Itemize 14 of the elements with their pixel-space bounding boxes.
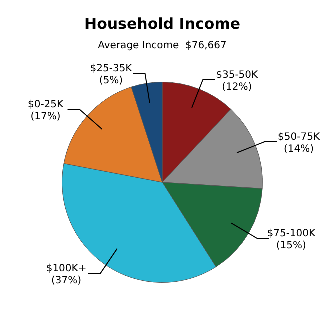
data-label: (5%) — [99, 76, 124, 87]
data-label: (12%) — [222, 82, 252, 93]
slice-label: $35-50K — [216, 70, 259, 81]
slice-label: $0-25K — [28, 100, 64, 111]
data-label: (14%) — [284, 144, 314, 155]
slice-label: $100K+ — [46, 264, 87, 275]
data-label: (15%) — [276, 240, 307, 252]
slice-label: $25-35K — [90, 64, 133, 75]
data-label: (37%) — [52, 276, 82, 287]
chart-title: Household Income — [84, 14, 240, 33]
slice-label: $75-100K — [267, 228, 316, 240]
data-label: (17%) — [30, 112, 61, 123]
chart-subtitle: Average Income $76,667 — [98, 40, 227, 52]
slice-label: $50-75K — [278, 132, 320, 143]
